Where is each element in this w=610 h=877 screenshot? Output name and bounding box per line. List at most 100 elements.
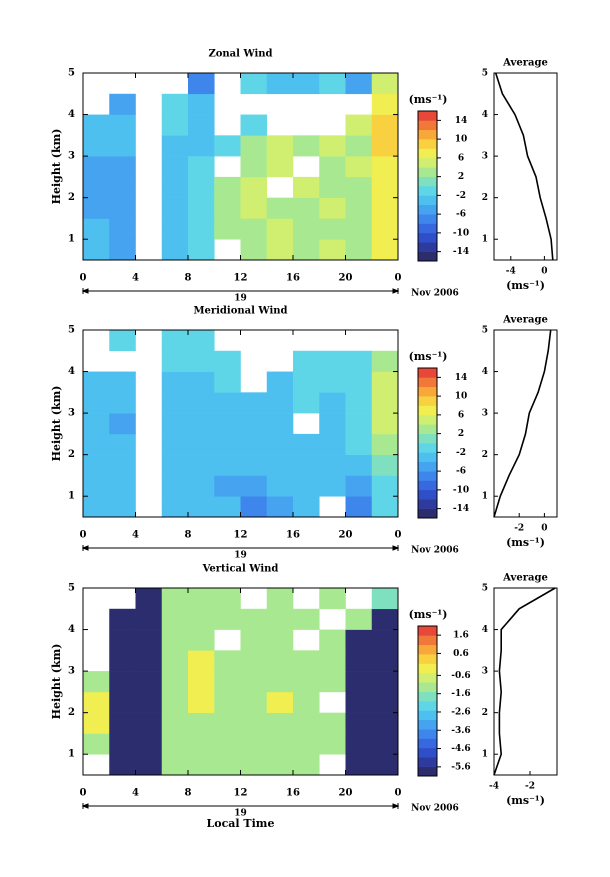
cell	[188, 691, 215, 713]
colorbar-tick-label: 6	[458, 153, 464, 163]
cell	[240, 650, 268, 672]
cell	[240, 671, 268, 693]
cell	[319, 73, 346, 95]
cell	[135, 608, 163, 630]
cell	[371, 629, 399, 651]
cell	[161, 392, 189, 414]
colorbar-swatch	[418, 757, 437, 767]
colorbar-tick-label: 1.6	[453, 631, 469, 641]
cell	[240, 73, 268, 95]
y-tick-label: 4	[68, 109, 75, 120]
cell	[83, 454, 110, 476]
profile-line	[493, 329, 552, 518]
cell	[109, 629, 136, 651]
cell	[371, 176, 399, 198]
cell	[161, 496, 189, 518]
x-tick-label: 4	[132, 273, 139, 284]
y-tick-label: 5	[68, 68, 75, 79]
y-tick-label: 3	[482, 409, 488, 419]
cell	[293, 712, 320, 734]
cell	[109, 413, 136, 435]
cell	[214, 650, 241, 672]
cell	[83, 392, 110, 414]
cell	[345, 218, 373, 240]
cell	[266, 496, 294, 518]
cell	[371, 413, 399, 435]
y-tick-label: 4	[482, 110, 488, 120]
cell	[293, 218, 320, 240]
cell	[214, 496, 241, 518]
colorbar-swatch	[418, 251, 437, 262]
colorbar-tick-label: -6	[456, 210, 466, 220]
cell	[266, 671, 294, 693]
cell	[188, 650, 215, 672]
cell	[109, 93, 136, 115]
cell	[266, 156, 294, 178]
cell	[188, 754, 215, 776]
cell	[109, 218, 136, 240]
colorbar-label: (ms⁻¹)	[409, 350, 448, 363]
colorbar-swatch	[418, 120, 437, 131]
cell	[214, 218, 241, 240]
y-tick-label: 2	[68, 707, 75, 718]
cell	[161, 650, 189, 672]
cell	[214, 350, 241, 372]
y-axis-label: Height (km)	[50, 129, 63, 205]
colorbar-swatch	[418, 433, 437, 444]
panel-title: Zonal Wind	[208, 49, 272, 60]
cell	[319, 392, 346, 414]
colorbar-swatch	[418, 461, 437, 472]
cell	[161, 156, 189, 178]
cell	[109, 392, 136, 414]
cell	[345, 197, 373, 219]
y-tick-label: 4	[68, 624, 75, 635]
colorbar-tick-label: -0.6	[451, 671, 470, 681]
cell	[109, 454, 136, 476]
colorbar-swatch	[418, 405, 437, 416]
x-tick-label: 4	[132, 788, 139, 799]
y-tick-label: 1	[68, 491, 75, 502]
cell	[83, 114, 110, 136]
cell	[188, 197, 215, 219]
y-tick-label: 1	[482, 492, 488, 502]
cell	[188, 454, 215, 476]
cell	[214, 392, 241, 414]
y-tick-label: 2	[482, 450, 488, 460]
colorbar-tick-label: -5.6	[451, 762, 470, 772]
cell	[345, 371, 373, 393]
colorbar-swatch	[418, 499, 437, 509]
colorbar-swatch	[418, 747, 437, 758]
cell	[83, 496, 110, 518]
x-axis-label: Local Time	[207, 817, 275, 830]
x-tick-label: 16	[286, 273, 300, 284]
cell	[345, 239, 373, 261]
cell	[161, 330, 189, 352]
colorbar-swatch	[418, 691, 437, 702]
date-arrow	[81, 288, 400, 294]
colorbar-swatch	[418, 710, 437, 721]
colorbar-tick-label: 6	[458, 410, 464, 420]
cell	[371, 433, 399, 455]
cell	[83, 413, 110, 435]
cell	[345, 691, 373, 713]
colorbar-swatch	[418, 195, 437, 206]
cell	[371, 733, 399, 755]
colorbar-swatch	[418, 377, 437, 388]
colorbar-swatch	[418, 635, 437, 646]
cell	[161, 371, 189, 393]
colorbar-tick-label: -3.6	[451, 726, 470, 736]
cell	[109, 330, 136, 352]
y-tick-label: 3	[482, 152, 488, 162]
x-tick-label: 4	[132, 530, 139, 541]
cell	[214, 608, 241, 630]
colorbar-swatch	[418, 729, 437, 739]
cell	[319, 588, 346, 610]
colorbar-tick-label: -2.6	[451, 707, 470, 717]
cell	[293, 197, 320, 219]
y-tick-label: 3	[68, 408, 75, 419]
colorbar-swatch	[418, 508, 437, 519]
cell	[319, 733, 346, 755]
cell	[319, 135, 346, 157]
cell	[371, 156, 399, 178]
cell	[293, 475, 320, 497]
